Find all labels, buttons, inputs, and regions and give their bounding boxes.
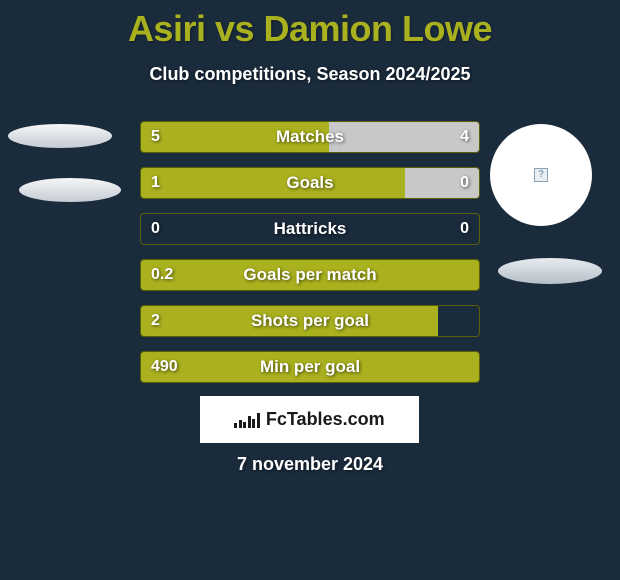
stat-row: 0 0Hattricks xyxy=(140,213,480,245)
stat-value-left: 0 xyxy=(151,220,160,238)
right-player-avatar: ? xyxy=(490,124,592,226)
stat-bar-left xyxy=(141,168,405,198)
stat-bar-left xyxy=(141,122,329,152)
left-player-shadow-2 xyxy=(19,178,121,202)
stat-row: 2Shots per goal xyxy=(140,305,480,337)
stat-row: 10Goals xyxy=(140,167,480,199)
stat-row: 54Matches xyxy=(140,121,480,153)
logo-bars-icon xyxy=(234,412,260,428)
left-player-shadow-1 xyxy=(8,124,112,148)
stat-value-right: 0 xyxy=(460,220,469,238)
fctables-logo: FcTables.com xyxy=(200,396,419,443)
footer-date: 7 november 2024 xyxy=(0,454,620,475)
comparison-infographic: Asiri vs Damion Lowe Club competitions, … xyxy=(0,0,620,580)
right-player-shadow xyxy=(498,258,602,284)
stat-label: Hattricks xyxy=(141,219,479,239)
stat-bar-left xyxy=(141,352,479,382)
logo-label: FcTables.com xyxy=(266,409,385,430)
stat-bar-right xyxy=(405,168,479,198)
stat-bar-right xyxy=(329,122,479,152)
stat-row: 490Min per goal xyxy=(140,351,480,383)
stat-bar-left xyxy=(141,260,479,290)
comparison-bars: 54Matches 10Goals 0 0Hattricks 0.2Goals per … xyxy=(140,121,480,397)
stat-row: 0.2Goals per match xyxy=(140,259,480,291)
placeholder-image-icon: ? xyxy=(534,168,548,182)
stat-bar-left xyxy=(141,306,438,336)
logo-text: FcTables.com xyxy=(234,409,384,430)
page-title: Asiri vs Damion Lowe xyxy=(0,0,620,50)
page-subtitle: Club competitions, Season 2024/2025 xyxy=(0,64,620,85)
